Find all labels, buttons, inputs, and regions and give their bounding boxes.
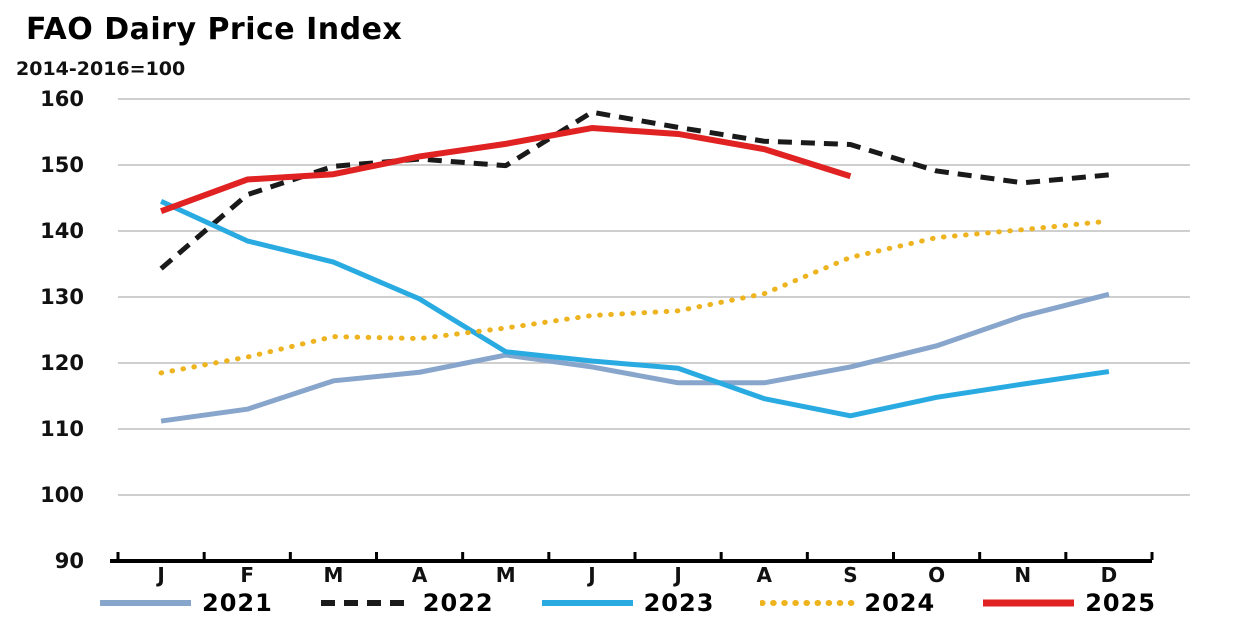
series-line-2025 (160, 125, 852, 215)
x-tick-label: A (412, 563, 428, 587)
y-tick-label: 140 (40, 219, 84, 243)
legend-item-2023: 2023 (540, 589, 715, 617)
y-axis-labels: 90 100 110 120 130 140 150 160 (40, 87, 84, 573)
y-tick-label: 130 (40, 285, 84, 309)
legend-label: 2022 (422, 589, 494, 617)
x-tick-label: M (496, 563, 516, 587)
chart-legend: 2021 2022 2023 2024 2025 (98, 588, 1198, 618)
x-tick-label: A (757, 563, 773, 587)
legend-item-2022: 2022 (319, 589, 494, 617)
y-tick-label: 90 (55, 549, 84, 573)
series-line-2022 (159, 109, 1110, 271)
legend-label: 2025 (1085, 589, 1156, 617)
y-tick-label: 160 (40, 87, 84, 111)
legend-label: 2024 (864, 589, 936, 617)
x-axis (110, 552, 1154, 563)
y-tick-label: 110 (40, 417, 84, 441)
y-tick-label: 100 (40, 483, 84, 507)
legend-item-2024: 2024 (760, 589, 935, 617)
x-tick-label: F (240, 563, 254, 587)
legend-item-2021: 2021 (98, 589, 273, 617)
legend-swatch-solid (541, 600, 633, 606)
x-tick-label: S (843, 563, 857, 587)
y-tick-label: 120 (40, 351, 84, 375)
x-tick-label: D (1101, 563, 1118, 587)
legend-swatch-dashed (320, 600, 412, 606)
series-line-2021 (160, 291, 1110, 424)
legend-item-2025: 2025 (981, 589, 1156, 617)
chart-subtitle: 2014-2016=100 (16, 58, 186, 80)
x-tick-label: N (1014, 563, 1031, 587)
x-tick-label: J (586, 563, 595, 587)
x-tick-label: J (155, 563, 164, 587)
x-tick-label: M (323, 563, 343, 587)
legend-label: 2023 (643, 589, 715, 617)
x-tick-label: O (928, 563, 945, 587)
chart-title: FAO Dairy Price Index (26, 12, 403, 47)
y-tick-label: 150 (40, 153, 84, 177)
legend-swatch-solid (100, 600, 191, 606)
legend-swatch-solid (983, 599, 1075, 607)
series-line-2024 (158, 218, 1112, 376)
legend-label: 2021 (202, 589, 273, 617)
x-tick-label: J (672, 563, 681, 587)
series-line-2023 (160, 199, 1110, 419)
legend-swatch-dotted (760, 600, 856, 606)
gridlines (118, 98, 1190, 496)
